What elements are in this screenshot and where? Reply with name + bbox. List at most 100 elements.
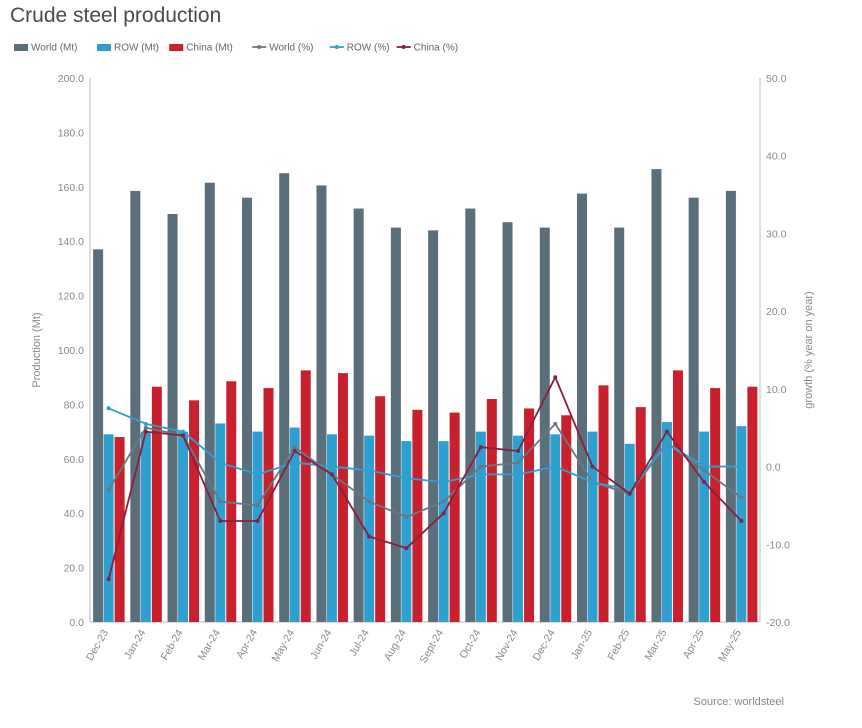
- x-tick-label: Mar-25: [643, 627, 670, 662]
- legend-label: World (%): [269, 43, 313, 54]
- point-world: [143, 425, 148, 430]
- bar-row: [289, 427, 300, 622]
- bar-row: [475, 431, 486, 622]
- point-row: [478, 472, 483, 477]
- x-tick-label: Jan-25: [569, 627, 596, 661]
- point-china: [143, 429, 148, 434]
- x-tick-label: Oct-24: [457, 627, 483, 660]
- y2-tick-label: 40.0: [766, 151, 787, 163]
- y-tick-label: 140.0: [58, 236, 84, 248]
- chart-title: Crude steel production: [10, 4, 222, 27]
- y2-tick-label: 50.0: [766, 73, 787, 85]
- x-tick-label: Apr-25: [681, 627, 707, 660]
- point-row: [292, 460, 297, 465]
- bar-row: [661, 422, 672, 622]
- bar-world: [614, 227, 625, 622]
- legend-label: ROW (%): [347, 43, 390, 54]
- y-tick-label: 0.0: [69, 617, 84, 629]
- y-tick-label: 200.0: [58, 73, 84, 85]
- bar-world: [204, 182, 215, 622]
- legend-label: China (Mt): [186, 43, 233, 54]
- bar-china: [449, 412, 460, 622]
- point-row: [106, 406, 111, 411]
- y2-tick-label: 10.0: [766, 384, 787, 396]
- point-china: [702, 480, 707, 485]
- point-row: [553, 464, 558, 469]
- bar-world: [577, 193, 587, 622]
- x-tick-labels: Dec-23 Jan-24 Feb-24 Mar-24 Apr-24 May-24 Jun-…: [84, 627, 744, 665]
- x-tick-label: Jul-24: [347, 627, 372, 658]
- bar-row: [736, 426, 747, 622]
- bar-row: [252, 431, 263, 622]
- x-tick-label: May-25: [716, 627, 744, 663]
- bar-world: [242, 197, 252, 622]
- y2-tick-label: 20.0: [766, 306, 787, 318]
- bar-world: [428, 230, 439, 622]
- bar-china: [524, 408, 535, 622]
- point-row: [181, 429, 186, 434]
- point-row: [143, 421, 148, 426]
- bar-world: [167, 214, 178, 622]
- legend-marker: [257, 45, 262, 49]
- legend-label: ROW (Mt): [114, 43, 159, 54]
- x-tick-label: Feb-24: [159, 627, 186, 662]
- point-world: [218, 499, 223, 504]
- line-china: [107, 376, 743, 580]
- bar-world: [725, 190, 736, 622]
- bar-china: [114, 437, 125, 622]
- bar-world: [130, 190, 141, 622]
- y-axis-label: Production (Mt): [31, 312, 43, 387]
- bar-china: [263, 388, 274, 622]
- y2-tick-label: -10.0: [766, 539, 790, 551]
- point-china: [329, 472, 334, 477]
- point-china: [367, 534, 372, 539]
- bar-world: [539, 227, 550, 622]
- point-world: [255, 503, 260, 508]
- point-row: [329, 464, 334, 469]
- bar-china: [300, 370, 311, 622]
- point-row: [516, 472, 521, 477]
- bar-china: [226, 381, 237, 622]
- y2-tick-label: -20.0: [766, 617, 790, 629]
- bar-row: [326, 434, 337, 622]
- line-row: [108, 407, 742, 491]
- bars: [93, 169, 758, 623]
- y-tick-label: 120.0: [58, 291, 84, 303]
- point-row: [441, 480, 446, 485]
- legend-swatch: [97, 44, 111, 51]
- bar-row: [364, 435, 375, 622]
- point-china: [627, 491, 632, 496]
- legend-label: World (Mt): [31, 43, 77, 54]
- bar-china: [151, 386, 162, 622]
- legend-marker: [334, 45, 339, 49]
- point-china: [292, 449, 297, 454]
- line-world: [107, 422, 742, 518]
- x-tick-label: Sept-24: [417, 627, 446, 665]
- point-world: [739, 495, 744, 500]
- bar-china: [710, 388, 721, 622]
- bar-world: [316, 185, 327, 622]
- bar-china: [635, 407, 646, 622]
- y2-axis-label: growth (% year on year): [803, 291, 815, 408]
- point-row: [739, 464, 744, 469]
- point-world: [441, 499, 446, 504]
- bar-world: [390, 227, 401, 622]
- growth-lines: [106, 375, 744, 582]
- legend-swatch: [14, 44, 28, 51]
- y-tick-label: 180.0: [58, 127, 84, 139]
- x-tick-label: Aug-24: [382, 627, 409, 662]
- bar-china: [561, 415, 572, 622]
- x-tick-label: Dec-23: [84, 627, 111, 662]
- bar-china: [337, 373, 348, 622]
- point-china: [664, 429, 669, 434]
- y-tick-label: 80.0: [64, 399, 85, 411]
- bar-world: [651, 169, 662, 622]
- x-tick-label: Jan-24: [122, 627, 149, 661]
- y-tick-label: 60.0: [64, 454, 85, 466]
- bar-china: [189, 400, 200, 622]
- point-world: [367, 499, 372, 504]
- point-row: [255, 472, 260, 477]
- bar-world: [688, 197, 699, 622]
- point-china: [516, 449, 521, 454]
